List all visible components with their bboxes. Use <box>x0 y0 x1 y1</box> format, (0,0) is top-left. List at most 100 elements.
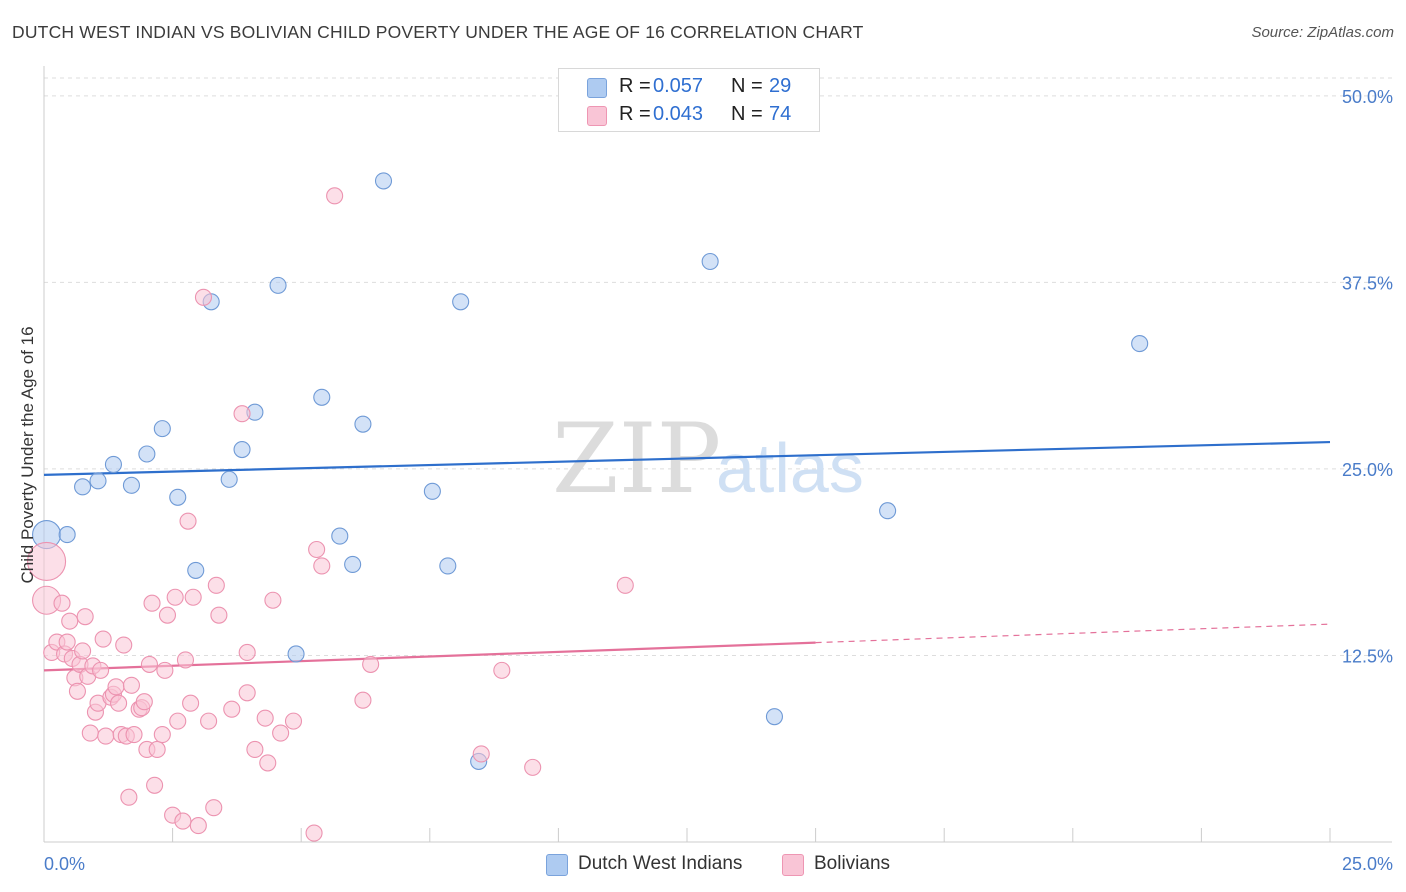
data-point <box>89 472 107 490</box>
data-point <box>176 651 195 669</box>
data-point <box>143 594 161 612</box>
legend-swatch-bolivians <box>587 106 607 126</box>
data-point <box>74 642 92 660</box>
data-point <box>153 726 171 744</box>
data-point <box>156 661 174 679</box>
data-point <box>1131 335 1149 353</box>
legend-row-bolivians: R = 0.043 N = 74 <box>559 101 819 129</box>
trend-line <box>43 440 1331 476</box>
data-point <box>169 712 187 730</box>
data-point <box>305 824 323 842</box>
legend-n-label: N = <box>731 75 763 97</box>
data-point <box>765 708 783 726</box>
data-point <box>138 445 156 463</box>
data-point <box>233 405 251 423</box>
data-point <box>354 415 372 433</box>
data-point <box>122 476 140 494</box>
data-point <box>125 726 143 744</box>
chart-title: DUTCH WEST INDIAN VS BOLIVIAN CHILD POVE… <box>12 22 864 42</box>
trend-lines <box>43 440 1331 672</box>
data-point <box>97 727 115 745</box>
data-point <box>61 612 79 630</box>
data-point <box>313 388 331 406</box>
data-point <box>362 655 380 673</box>
data-point <box>115 636 133 654</box>
y-tick-label: 37.5% <box>1342 273 1393 293</box>
legend-r-value: 0.043 <box>653 103 704 125</box>
data-point <box>223 700 241 718</box>
data-point <box>184 588 202 606</box>
y-axis-label: Child Poverty Under the Age of 16 <box>18 326 37 583</box>
data-point <box>27 541 67 581</box>
data-point <box>701 252 719 271</box>
legend-n-value: 74 <box>769 103 792 125</box>
data-point <box>146 776 164 794</box>
y-tick-label: 12.5% <box>1342 646 1393 666</box>
data-point <box>58 526 76 544</box>
legend-label: Bolivians <box>814 853 891 874</box>
data-point <box>326 187 344 205</box>
data-point <box>331 527 349 545</box>
data-point <box>148 740 166 759</box>
data-point <box>182 694 200 712</box>
data-point <box>308 540 326 559</box>
tick-labels: 12.5% 25.0% 37.5% 50.0% 0.0% 25.0% <box>44 87 1393 874</box>
axes <box>43 66 1392 843</box>
data-point <box>879 502 897 520</box>
data-point <box>238 684 256 702</box>
source-label: Source: ZipAtlas.com <box>1251 24 1394 41</box>
legend-swatch-dutch-west-indians <box>546 854 568 876</box>
x-tick-label: 25.0% <box>1342 854 1393 874</box>
y-tick-label: 25.0% <box>1342 460 1393 480</box>
grid-lines <box>44 77 1392 656</box>
data-point <box>194 288 213 306</box>
legend-r-value: 0.057 <box>653 75 704 97</box>
legend-label: Dutch West Indians <box>578 853 743 874</box>
data-point <box>259 754 277 772</box>
legend-r-label: R = <box>619 103 651 125</box>
data-point <box>287 645 305 663</box>
data-point <box>179 512 197 530</box>
data-point <box>256 709 274 727</box>
data-point <box>374 172 393 190</box>
data-point <box>452 293 470 311</box>
data-point <box>284 712 303 730</box>
trend-line-extension <box>815 623 1331 644</box>
data-points <box>27 172 1149 842</box>
data-point <box>439 557 457 575</box>
data-point <box>493 661 511 679</box>
data-point <box>92 661 110 679</box>
data-point <box>189 817 207 835</box>
data-point <box>210 606 228 624</box>
data-point <box>472 745 490 763</box>
trend-line <box>43 641 816 672</box>
data-point <box>174 812 192 830</box>
watermark-atlas: atlas <box>716 429 864 507</box>
data-point <box>58 633 76 651</box>
data-point <box>205 799 223 817</box>
data-point <box>74 478 92 496</box>
data-point <box>122 676 140 694</box>
data-point <box>158 606 177 624</box>
data-point <box>207 576 225 594</box>
legend-row-dutch-west-indians: R = 0.057 N = 29 <box>559 73 819 101</box>
data-point <box>153 420 171 438</box>
data-point <box>200 712 218 730</box>
correlation-legend: R = 0.057 N = 29 R = 0.043 N = 74 <box>558 68 820 132</box>
data-point <box>269 276 287 294</box>
data-point <box>120 788 138 806</box>
data-point <box>423 482 441 500</box>
data-point <box>187 561 205 579</box>
legend-swatch-bolivians <box>782 854 804 876</box>
data-point <box>53 594 71 612</box>
data-point <box>354 691 372 709</box>
data-point <box>94 630 112 648</box>
data-point <box>110 694 128 712</box>
data-point <box>81 724 99 742</box>
x-tick-label: 0.0% <box>44 854 85 874</box>
data-point <box>524 758 542 776</box>
y-tick-label: 50.0% <box>1342 87 1393 107</box>
data-point <box>246 740 264 759</box>
legend-r-label: R = <box>619 75 651 97</box>
